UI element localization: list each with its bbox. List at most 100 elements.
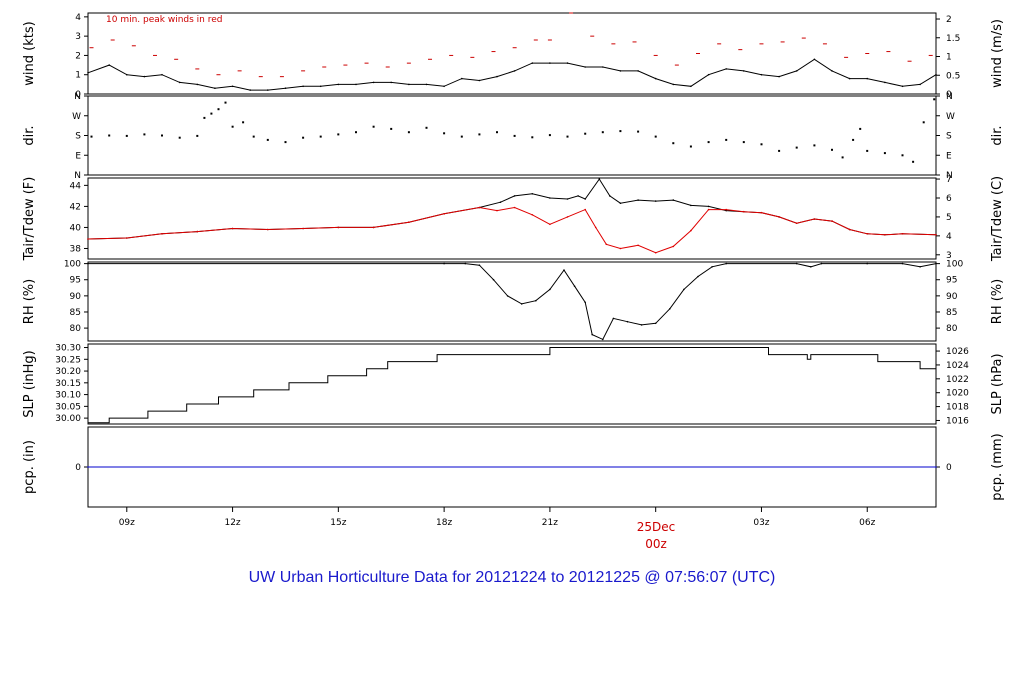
wind-series-0-point [161, 73, 163, 76]
temp-series-1-point [795, 222, 798, 224]
temp-series-0-point [549, 197, 551, 199]
time-axis: 09z 12z 15z 18z 21z 03z 06z [119, 507, 876, 528]
dir-direction-point [425, 126, 428, 129]
dir-left-tick-label: N [74, 92, 81, 102]
wind-series-0-point [496, 75, 498, 78]
temp-left-tick-label: 44 [70, 181, 82, 191]
dir-direction-point [355, 131, 357, 134]
wind-right-tick-label: 1 [946, 53, 952, 63]
slp-frame [87, 343, 937, 425]
rh-series-0-point [866, 262, 868, 265]
wind-series-0-point [743, 70, 745, 72]
wind-series-0-point [231, 85, 234, 88]
dir-direction-point [178, 136, 181, 139]
wind-series-0-point [408, 83, 410, 86]
temp-series-1-point [231, 227, 234, 230]
wind-series-0-point [513, 70, 516, 72]
rh-left-tick-label: 85 [70, 308, 81, 318]
temp-series-0-point [513, 195, 516, 197]
rh-series-0-point [443, 262, 445, 265]
temp-series-1-point [637, 244, 639, 247]
wind-series-0-point [919, 83, 921, 86]
wind-series-0-point [549, 62, 551, 64]
dir-direction-point [90, 135, 93, 138]
rh-frame [87, 261, 937, 342]
temp-frame [87, 177, 937, 260]
wind-series-0-point [372, 81, 375, 84]
wind-series-0-point [337, 83, 340, 86]
rh-left-tick-label: 95 [70, 276, 81, 286]
dir-direction-point [866, 149, 869, 152]
temp-left-tick-label: 40 [70, 223, 82, 233]
slp-right-tick-label: 1022 [946, 375, 969, 385]
slp-series-0-step [88, 347, 936, 424]
temp-left-tick-label: 42 [70, 202, 81, 212]
wind-ylabel-right: wind (m/s) [990, 19, 1005, 88]
temp-series-1-point [594, 226, 597, 229]
rh-series-0-point [520, 303, 523, 305]
dir-right-tick-label: N [946, 171, 953, 181]
rh-ylabel-right: RH (%) [990, 279, 1005, 324]
slp-left-tick-label: 30.25 [55, 355, 81, 365]
wind-left-tick-label: 1 [75, 71, 81, 81]
dir-direction-point [852, 138, 855, 141]
rh-series-0-point [711, 266, 713, 268]
temp-series-1-point [707, 208, 710, 211]
temp-series-1-point [531, 214, 534, 216]
dir-left-tick-label: W [72, 112, 81, 122]
wind-series-0-point [143, 75, 146, 78]
dir-left-tick-label: E [75, 151, 81, 161]
slp-left-tick-label: 30.15 [55, 379, 81, 389]
dir-direction-point [210, 112, 213, 115]
wind-series-0-point [531, 62, 534, 64]
rh-series-0-point [492, 278, 495, 281]
rh-series-0-point [697, 275, 699, 278]
slp-right-tick-label: 1018 [946, 403, 969, 413]
temp-series-0-point [531, 193, 534, 195]
temp-left-tick-label: 38 [70, 244, 82, 254]
dir-direction-point [252, 135, 255, 138]
temp-series-1-point [935, 234, 937, 236]
wind-series-0-point [935, 73, 937, 76]
dir-direction-point [841, 156, 844, 159]
rh-left-tick-label: 100 [64, 260, 81, 270]
rh-right-tick-label: 90 [946, 292, 958, 302]
temp-series-0-point [609, 195, 611, 197]
time-tick-label: 09z [119, 518, 135, 528]
temp-series-0-point [672, 199, 675, 201]
rh-series-0-point [919, 266, 921, 268]
wind-series-0-point [126, 73, 128, 76]
temp-ylabel-right: Tair/Tdew (C) [990, 176, 1005, 262]
temp-series-0-point [637, 199, 639, 201]
pcp-ylabel-left: pcp. (in) [22, 440, 37, 494]
wind-right-tick-label: 1.5 [946, 34, 960, 44]
dir-direction-point [795, 146, 798, 149]
date-sub-label: 00z [645, 537, 667, 551]
rh-series-0-point [563, 269, 565, 271]
dir-direction-point [496, 131, 498, 134]
temp-series-1-point [690, 229, 692, 232]
panel-temp: 38 40 42 44 3 4 5 6 7 Tair/Tdew (F) Tair/Tdew (C) [22, 175, 1005, 262]
temp-series-0-point [690, 204, 692, 207]
rh-series-0-point [612, 317, 615, 320]
dir-direction-point [319, 135, 322, 138]
temp-series-1-point [443, 213, 445, 215]
dir-direction-point [372, 125, 375, 128]
wind-series-0-point [584, 66, 586, 68]
dir-direction-point [242, 121, 245, 124]
wind-series-0-point [302, 85, 304, 88]
wind-series-0-point [196, 83, 199, 86]
wind-series-0-point [267, 89, 269, 91]
temp-series-1-point [267, 228, 269, 231]
temp-series-1-point [584, 208, 586, 211]
rh-series-0-point [478, 264, 481, 267]
dir-right-tick-label: W [946, 112, 955, 122]
rh-series-0-point [725, 262, 727, 265]
dir-left-tick-label: N [74, 171, 81, 181]
wind-right-tick-label: 0.5 [946, 71, 960, 81]
rh-series-0-point [654, 322, 657, 325]
rh-right-tick-label: 95 [946, 276, 957, 286]
wind-series-0-point [355, 83, 357, 86]
dir-direction-point [760, 143, 763, 146]
